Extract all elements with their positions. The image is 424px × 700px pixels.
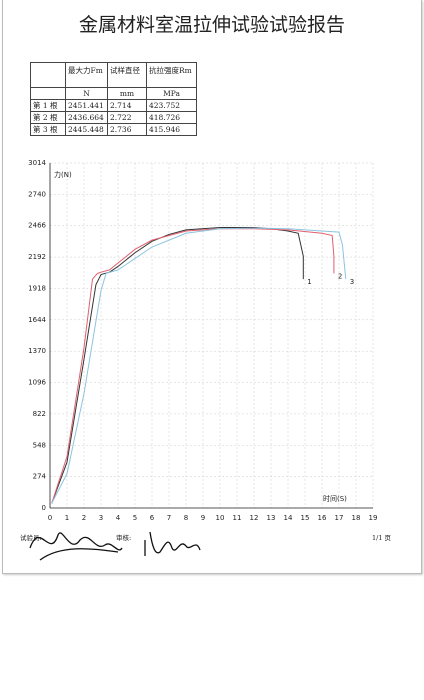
sheet <box>2 0 422 574</box>
x-tick-label: 1 <box>65 514 69 522</box>
header-cell: 最大力Fm <box>65 62 108 88</box>
x-tick-label: 14 <box>284 514 293 522</box>
report-title: 金属材料室温拉伸试验试验报告 <box>78 14 345 36</box>
x-tick-label: 11 <box>233 514 242 522</box>
y-tick-label: 1096 <box>28 379 46 387</box>
table-body: 第 1 根 2451.441 2.714 423.752 第 2 根 2436.664 2.… <box>30 99 197 136</box>
y-tick-label: 1370 <box>28 347 46 355</box>
x-tick-label: 7 <box>167 514 171 522</box>
y-tick-label: 548 <box>33 441 46 449</box>
chart: 0274548822109613701644191821922466274030… <box>28 159 378 522</box>
curve <box>51 228 335 504</box>
curve-label: 1 <box>307 278 311 286</box>
curve <box>51 227 347 504</box>
x-tick-label: 8 <box>184 514 188 522</box>
x-tick-label: 6 <box>150 514 155 522</box>
x-tick-label: 9 <box>201 514 205 522</box>
x-tick-label: 10 <box>216 514 225 522</box>
x-tick-label: 4 <box>116 514 121 522</box>
y-tick-label: 822 <box>33 410 46 418</box>
table-row: 第 2 根 2436.664 2.722 418.726 <box>30 111 197 124</box>
y-tick-label: 1918 <box>28 284 46 292</box>
x-tick-label: 12 <box>250 514 259 522</box>
y-tick-label: 2192 <box>28 253 46 261</box>
y-axis-label: 力(N) <box>54 170 72 179</box>
curve <box>51 227 304 504</box>
y-tick-label: 2740 <box>28 190 46 198</box>
x-tick-label: 0 <box>48 514 52 522</box>
y-tick-label: 1644 <box>28 316 46 324</box>
cell: 2.736 <box>107 123 147 136</box>
tester-label: 试验员: <box>20 534 42 542</box>
y-tick-label: 3014 <box>28 159 46 167</box>
x-tick-label: 17 <box>335 514 344 522</box>
x-tick-label: 3 <box>99 514 103 522</box>
page-number: 1/1 页 <box>372 534 392 542</box>
curve-label: 2 <box>338 272 342 280</box>
x-tick-label: 18 <box>352 514 361 522</box>
y-tick-label: 274 <box>33 473 47 481</box>
y-tick-label: 2466 <box>28 222 46 230</box>
reviewer-label: 审核: <box>116 534 132 542</box>
header-cell: 抗拉强度Rm <box>146 62 197 88</box>
x-tick-label: 2 <box>82 514 86 522</box>
result-table: 最大力Fm 试样直径 抗拉强度Rm N mm MPa 第 1 根 2451.441… <box>30 62 197 136</box>
x-tick-label: 15 <box>301 514 310 522</box>
cell <box>30 62 66 88</box>
cell: 415.946 <box>146 123 197 136</box>
x-axis-label: 时间(S) <box>323 494 347 503</box>
x-tick-label: 5 <box>133 514 137 522</box>
curve-label: 3 <box>350 278 354 286</box>
table-row: 第 3 根 2445.448 2.736 415.946 <box>30 123 197 136</box>
x-tick-label: 16 <box>318 514 327 522</box>
x-tick-label: 13 <box>267 514 276 522</box>
y-tick-label: 0 <box>42 504 46 512</box>
x-tick-label: 19 <box>369 514 378 522</box>
